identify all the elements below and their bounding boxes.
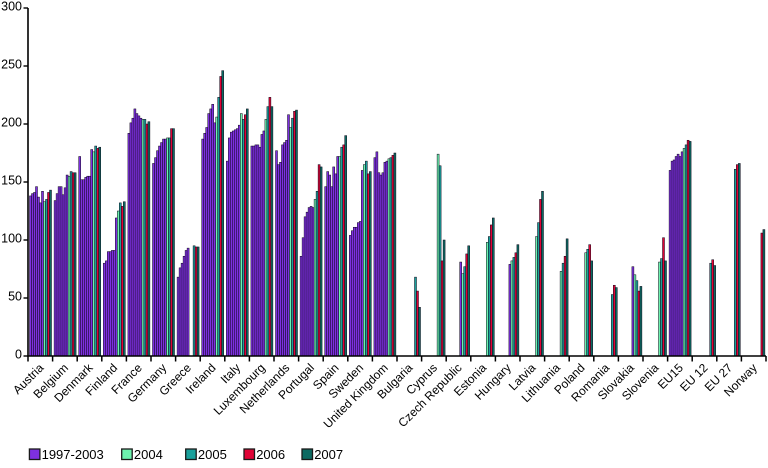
svg-text:2007: 2007 [314, 447, 343, 462]
svg-text:2004: 2004 [134, 447, 163, 462]
svg-text:300: 300 [1, 0, 22, 14]
svg-text:50: 50 [8, 290, 22, 304]
svg-text:250: 250 [1, 58, 22, 72]
svg-text:2006: 2006 [256, 447, 285, 462]
svg-text:200: 200 [1, 116, 22, 130]
svg-text:150: 150 [1, 174, 22, 188]
svg-text:100: 100 [1, 232, 22, 246]
svg-text:0: 0 [15, 348, 22, 362]
svg-text:1997-2003: 1997-2003 [42, 447, 104, 462]
svg-text:2005: 2005 [198, 447, 227, 462]
